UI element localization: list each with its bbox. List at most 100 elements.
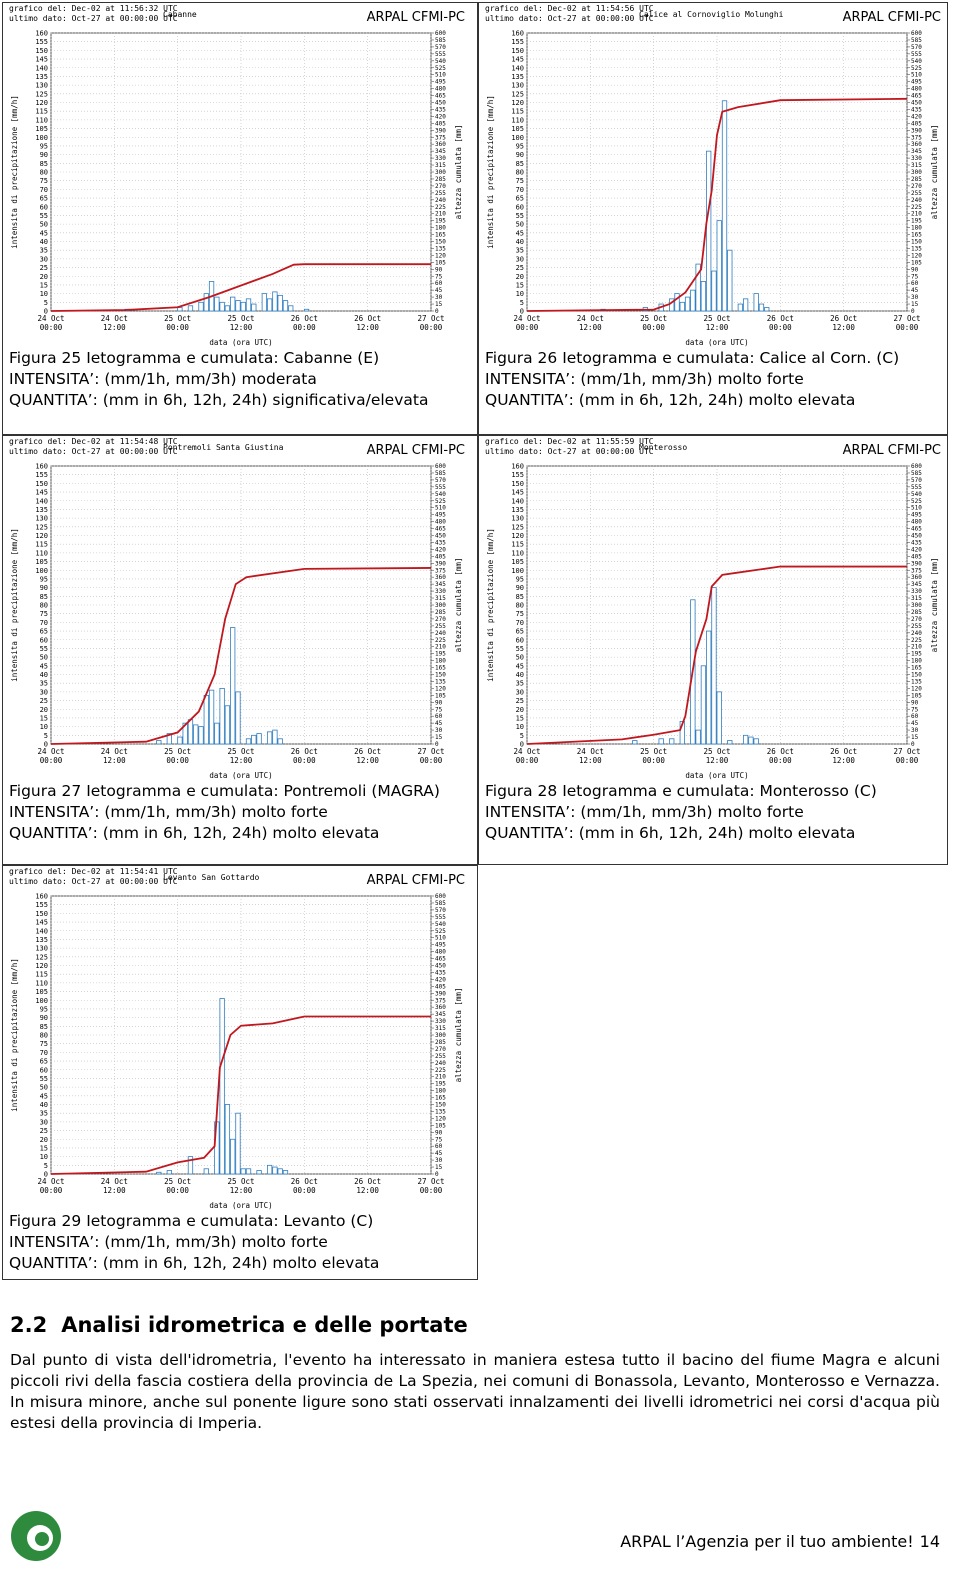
y-tick-label: 40 bbox=[40, 238, 48, 246]
y2-tick-label: 135 bbox=[911, 245, 922, 252]
y-tick-label: 100 bbox=[35, 134, 48, 142]
chart: grafico del: Dec-02 at 11:56:32 UTCultim… bbox=[9, 4, 465, 347]
bar bbox=[230, 627, 236, 745]
y2-tick-label: 330 bbox=[435, 1018, 446, 1025]
caption-line: INTENSITA’: (mm/1h, mm/3h) molto forte bbox=[9, 803, 328, 821]
bar bbox=[219, 301, 225, 312]
x-tick-label: 24 Oct 00:00 bbox=[37, 1177, 64, 1195]
caption-line: Figura 27 Ietogramma e cumulata: Pontrem… bbox=[9, 782, 440, 800]
y-tick-label: 160 bbox=[35, 30, 48, 38]
y-tick-label: 130 bbox=[511, 82, 524, 90]
y2-tick-label: 555 bbox=[435, 484, 446, 491]
y-tick-label: 90 bbox=[516, 151, 524, 159]
y2-tick-label: 600 bbox=[435, 893, 446, 900]
y-tick-label: 135 bbox=[35, 73, 48, 81]
y-tick-label: 105 bbox=[511, 125, 524, 133]
bar bbox=[177, 736, 183, 745]
y-tick-label: 25 bbox=[40, 264, 48, 272]
y-tick-label: 155 bbox=[511, 38, 524, 46]
y2-tick-label: 570 bbox=[435, 477, 446, 484]
y2-tick-label: 15 bbox=[435, 734, 443, 741]
chart-title: Pontremoli Santa Giustina bbox=[163, 443, 284, 452]
y2-tick-label: 600 bbox=[435, 30, 446, 37]
y-tick-label: 120 bbox=[35, 962, 48, 970]
y2-tick-label: 180 bbox=[435, 225, 446, 232]
y-tick-label: 130 bbox=[35, 515, 48, 523]
y2-tick-label: 165 bbox=[435, 665, 446, 672]
footer-text: ARPAL l’Agenzia per il tuo ambiente! bbox=[620, 1532, 914, 1551]
y-tick-label: 25 bbox=[516, 264, 524, 272]
bar bbox=[224, 705, 231, 745]
y2-tick-label: 345 bbox=[435, 1011, 446, 1018]
y2-tick-label: 540 bbox=[911, 491, 922, 498]
y-tick-label: 65 bbox=[40, 1058, 48, 1066]
y2-tick-label: 315 bbox=[911, 595, 922, 602]
y-tick-label: 60 bbox=[40, 636, 48, 644]
last-data: ultimo dato: Oct-27 at 00:00:00 UTC bbox=[485, 447, 654, 456]
y2-tick-label: 480 bbox=[435, 949, 446, 956]
y-tick-label: 85 bbox=[40, 160, 48, 168]
page-number: 14 bbox=[919, 1532, 940, 1551]
y-tick-label: 30 bbox=[40, 1118, 48, 1126]
y2-tick-label: 450 bbox=[435, 533, 446, 540]
last-data: ultimo dato: Oct-27 at 00:00:00 UTC bbox=[9, 447, 178, 456]
y-tick-label: 110 bbox=[511, 549, 524, 557]
y2-tick-label: 285 bbox=[911, 609, 922, 616]
last-data: ultimo dato: Oct-27 at 00:00:00 UTC bbox=[9, 14, 178, 23]
caption-line: Figura 28 Ietogramma e cumulata: Montero… bbox=[485, 782, 877, 800]
y2-tick-label: 480 bbox=[911, 86, 922, 93]
bar bbox=[198, 726, 204, 745]
y2-tick-label: 510 bbox=[435, 935, 446, 942]
y2-tick-label: 255 bbox=[911, 623, 922, 630]
chart-title: Monterosso bbox=[639, 443, 687, 452]
caption: Figura 27 Ietogramma e cumulata: Pontrem… bbox=[3, 781, 477, 844]
y-tick-label: 5 bbox=[44, 299, 48, 307]
y-axis-label: intensita di precipitazione [mm/h] bbox=[10, 528, 19, 682]
y2-tick-label: 405 bbox=[435, 983, 446, 990]
y2-axis-label: altezza cumulata [mm] bbox=[930, 125, 939, 220]
y-tick-label: 120 bbox=[511, 532, 524, 540]
y2-tick-label: 90 bbox=[911, 699, 919, 706]
y-tick-label: 55 bbox=[516, 645, 524, 653]
y2-tick-label: 585 bbox=[435, 900, 446, 907]
bar bbox=[235, 300, 241, 312]
y-tick-label: 15 bbox=[40, 1144, 48, 1152]
cumulative-line bbox=[50, 567, 432, 745]
y2-tick-label: 270 bbox=[435, 183, 446, 190]
y2-tick-label: 570 bbox=[435, 907, 446, 914]
x-tick-label: 25 Oct 12:00 bbox=[703, 747, 730, 765]
y-tick-label: 130 bbox=[35, 82, 48, 90]
y2-tick-label: 435 bbox=[435, 969, 446, 976]
cumulative-line bbox=[526, 565, 907, 745]
x-tick-label: 24 Oct 00:00 bbox=[37, 314, 64, 332]
y-tick-label: 30 bbox=[516, 255, 524, 263]
y-tick-label: 145 bbox=[511, 489, 524, 497]
y-tick-label: 20 bbox=[40, 1136, 48, 1144]
y2-tick-label: 45 bbox=[435, 720, 443, 727]
y-tick-label: 135 bbox=[35, 506, 48, 514]
bar bbox=[256, 733, 262, 745]
y-tick-label: 80 bbox=[516, 169, 524, 177]
y2-tick-label: 285 bbox=[435, 609, 446, 616]
y-tick-label: 10 bbox=[40, 290, 48, 298]
chart-title: Calice al Cornoviglio Molunghi bbox=[639, 10, 784, 19]
y2-tick-label: 375 bbox=[435, 567, 446, 574]
y-tick-label: 130 bbox=[511, 515, 524, 523]
y2-tick-label: 585 bbox=[435, 37, 446, 44]
bar bbox=[224, 1104, 231, 1175]
chart: grafico del: Dec-02 at 11:55:59 UTCultim… bbox=[485, 437, 941, 780]
bar bbox=[632, 740, 638, 745]
y2-tick-label: 465 bbox=[911, 526, 922, 533]
y-tick-label: 15 bbox=[516, 714, 524, 722]
y2-tick-label: 135 bbox=[435, 245, 446, 252]
y-tick-label: 85 bbox=[516, 160, 524, 168]
y2-tick-label: 360 bbox=[911, 574, 922, 581]
brand: ARPAL CFMI-PC bbox=[843, 443, 941, 458]
y-tick-label: 50 bbox=[40, 221, 48, 229]
y-tick-label: 105 bbox=[35, 558, 48, 566]
y2-tick-label: 255 bbox=[911, 190, 922, 197]
y2-tick-label: 225 bbox=[435, 637, 446, 644]
y2-tick-label: 150 bbox=[435, 672, 446, 679]
y-tick-label: 65 bbox=[516, 195, 524, 203]
